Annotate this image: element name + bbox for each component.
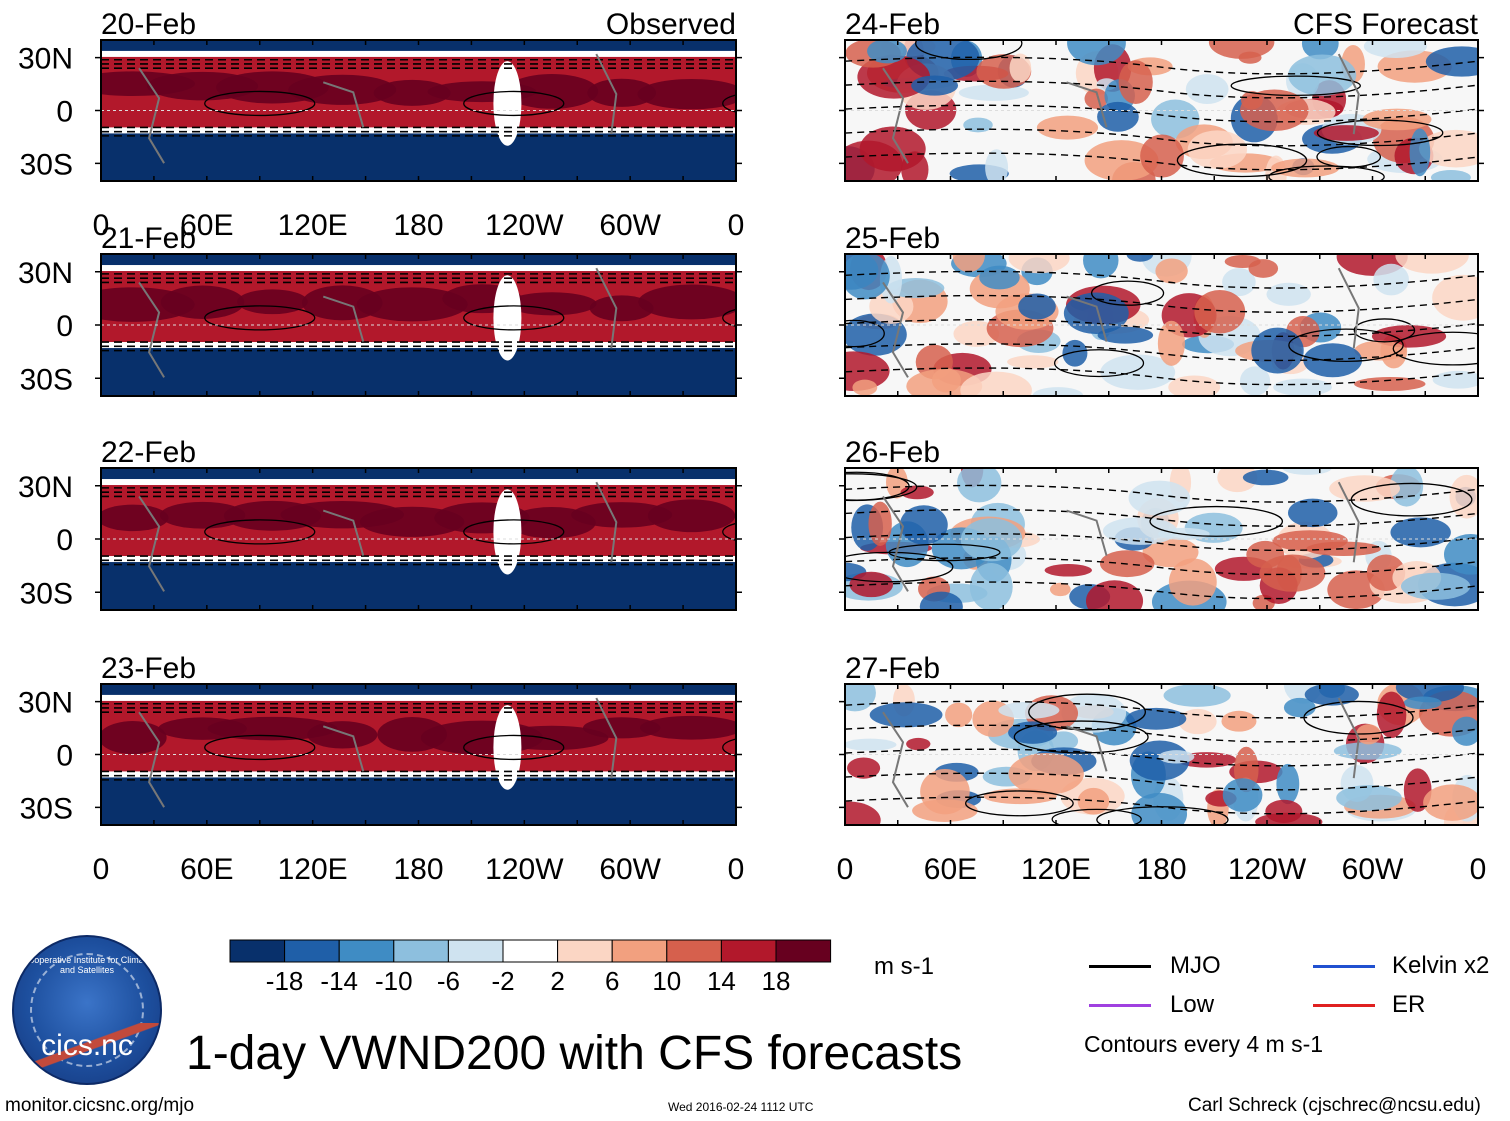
x-tick-label: 120W <box>485 853 564 886</box>
legend-kelvin-swatch <box>1313 965 1375 968</box>
legend-kelvin-label: Kelvin x2 <box>1392 952 1490 979</box>
x-tick-label: 60W <box>599 209 661 242</box>
x-tick-label: 180 <box>1136 853 1186 886</box>
panel-22-feb: 22-Feb 30N 0 30S <box>18 436 742 611</box>
logo-mountain-decoration <box>14 1023 160 1083</box>
footer-url[interactable]: monitor.cicsnc.org/mjo <box>5 1095 195 1116</box>
panel-20-feb: 20-Feb Observed 30N 0 30S 0 60E 120E 180 120W 60W 0 <box>18 8 745 242</box>
legend-mjo-swatch <box>1089 965 1151 968</box>
colorbar-swatch <box>666 939 722 963</box>
panel-header: Observed <box>606 8 736 41</box>
panel-title: 20-Feb <box>101 8 196 41</box>
x-tick-label: 120E <box>1021 853 1091 886</box>
panel-title: 23-Feb <box>101 652 196 685</box>
colorbar-swatch <box>720 939 777 963</box>
colorbar-swatch <box>284 939 340 963</box>
footer-author: Carl Schreck (cjschrec@ncsu.edu) <box>1188 1095 1481 1116</box>
colorbar-swatch <box>611 939 668 963</box>
panel-27-feb: 27-Feb 0 60E 120E 180 120W 60W 0 <box>837 652 1487 886</box>
x-tick-label: 0 <box>93 853 110 886</box>
logo-text: cics.nc <box>41 1029 133 1062</box>
x-tick-label: 0 <box>728 853 745 886</box>
x-tick-label: 120W <box>1228 853 1307 886</box>
footer-timestamp: Wed 2016-02-24 1112 UTC <box>668 1100 814 1114</box>
x-tick-label: 60E <box>924 853 977 886</box>
x-tick-label: 0 <box>837 853 854 886</box>
y-tick-label: 0 <box>56 524 73 557</box>
y-tick-label: 0 <box>56 740 73 773</box>
colorbar-label: 10 <box>652 966 681 996</box>
contour-interval-note: Contours every 4 m s-1 <box>1084 1031 1324 1057</box>
x-tick-label: 120E <box>278 853 348 886</box>
cics-logo: Cooperative Institute for Climate and Sa… <box>12 935 162 1085</box>
legend-er-swatch <box>1313 1004 1375 1007</box>
colorbar-swatch <box>447 939 504 963</box>
panel-21-feb: 21-Feb 30N 0 30S <box>18 222 742 397</box>
x-tick-label: 60W <box>1342 853 1404 886</box>
panel-title: 22-Feb <box>101 436 196 469</box>
legend-low-label: Low <box>1170 991 1215 1018</box>
legend-er-label: ER <box>1392 991 1426 1018</box>
colorbar-swatch <box>229 939 286 963</box>
y-tick-label: 30S <box>20 363 73 396</box>
panel-26-feb: 26-Feb <box>839 436 1484 611</box>
colorbar-label: 6 <box>605 966 619 996</box>
x-tick-label: 120W <box>485 209 564 242</box>
x-tick-label: 0 <box>728 209 745 242</box>
colorbar-label: -2 <box>491 966 514 996</box>
panel-23-feb: 23-Feb 30N 0 30S 0 60E 120E 180 120W 60W 0 <box>18 652 745 886</box>
x-tick-label: 60E <box>180 209 233 242</box>
colorbar-label: -6 <box>437 966 460 996</box>
logo-arc-text: Cooperative Institute for Climate and Sa… <box>22 955 152 975</box>
panel-header: CFS Forecast <box>1293 8 1479 41</box>
colorbar-label: 2 <box>550 966 564 996</box>
panel-title: 27-Feb <box>845 652 940 685</box>
y-tick-label: 30S <box>20 148 73 181</box>
y-tick-label: 30S <box>20 577 73 610</box>
x-tick-label: 180 <box>393 853 443 886</box>
panel-title: 25-Feb <box>845 222 940 255</box>
y-tick-label: 30N <box>18 687 73 720</box>
y-tick-label: 30N <box>18 43 73 76</box>
figure-title: 1-day VWND200 with CFS forecasts <box>186 1027 963 1080</box>
colorbar-swatch <box>557 939 613 963</box>
y-tick-label: 0 <box>56 96 73 129</box>
y-tick-label: 0 <box>56 310 73 343</box>
colorbar-swatch <box>393 939 449 963</box>
panel-24-feb: 24-Feb CFS Forecast <box>839 8 1484 182</box>
panel-title: 26-Feb <box>845 436 940 469</box>
colorbar-swatch <box>775 939 832 963</box>
y-tick-label: 30N <box>18 471 73 504</box>
legend-low-swatch <box>1089 1004 1151 1007</box>
colorbar-swatch <box>502 939 559 963</box>
y-tick-label: 30N <box>18 257 73 290</box>
colorbar-label: -14 <box>320 966 358 996</box>
x-tick-label: 180 <box>393 209 443 242</box>
colorbar-label: -10 <box>375 966 413 996</box>
colorbar-label: -18 <box>266 966 304 996</box>
colorbar-label: 14 <box>707 966 736 996</box>
x-tick-label: 0 <box>93 209 110 242</box>
colorbar-swatch <box>338 939 395 963</box>
x-tick-label: 120E <box>278 209 348 242</box>
y-tick-label: 30S <box>20 792 73 825</box>
colorbar-label: 18 <box>762 966 791 996</box>
panel-25-feb: 25-Feb <box>839 222 1484 397</box>
legend-mjo-label: MJO <box>1170 952 1221 979</box>
x-tick-label: 60E <box>180 853 233 886</box>
colorbar: -18 -14 -10 -6 -2 2 6 10 14 18 <box>229 939 832 996</box>
panel-title: 24-Feb <box>845 8 940 41</box>
x-tick-label: 60W <box>599 853 661 886</box>
x-tick-label: 0 <box>1470 853 1487 886</box>
colorbar-units: m s-1 <box>874 953 934 980</box>
panel-title: 21-Feb <box>101 222 196 255</box>
